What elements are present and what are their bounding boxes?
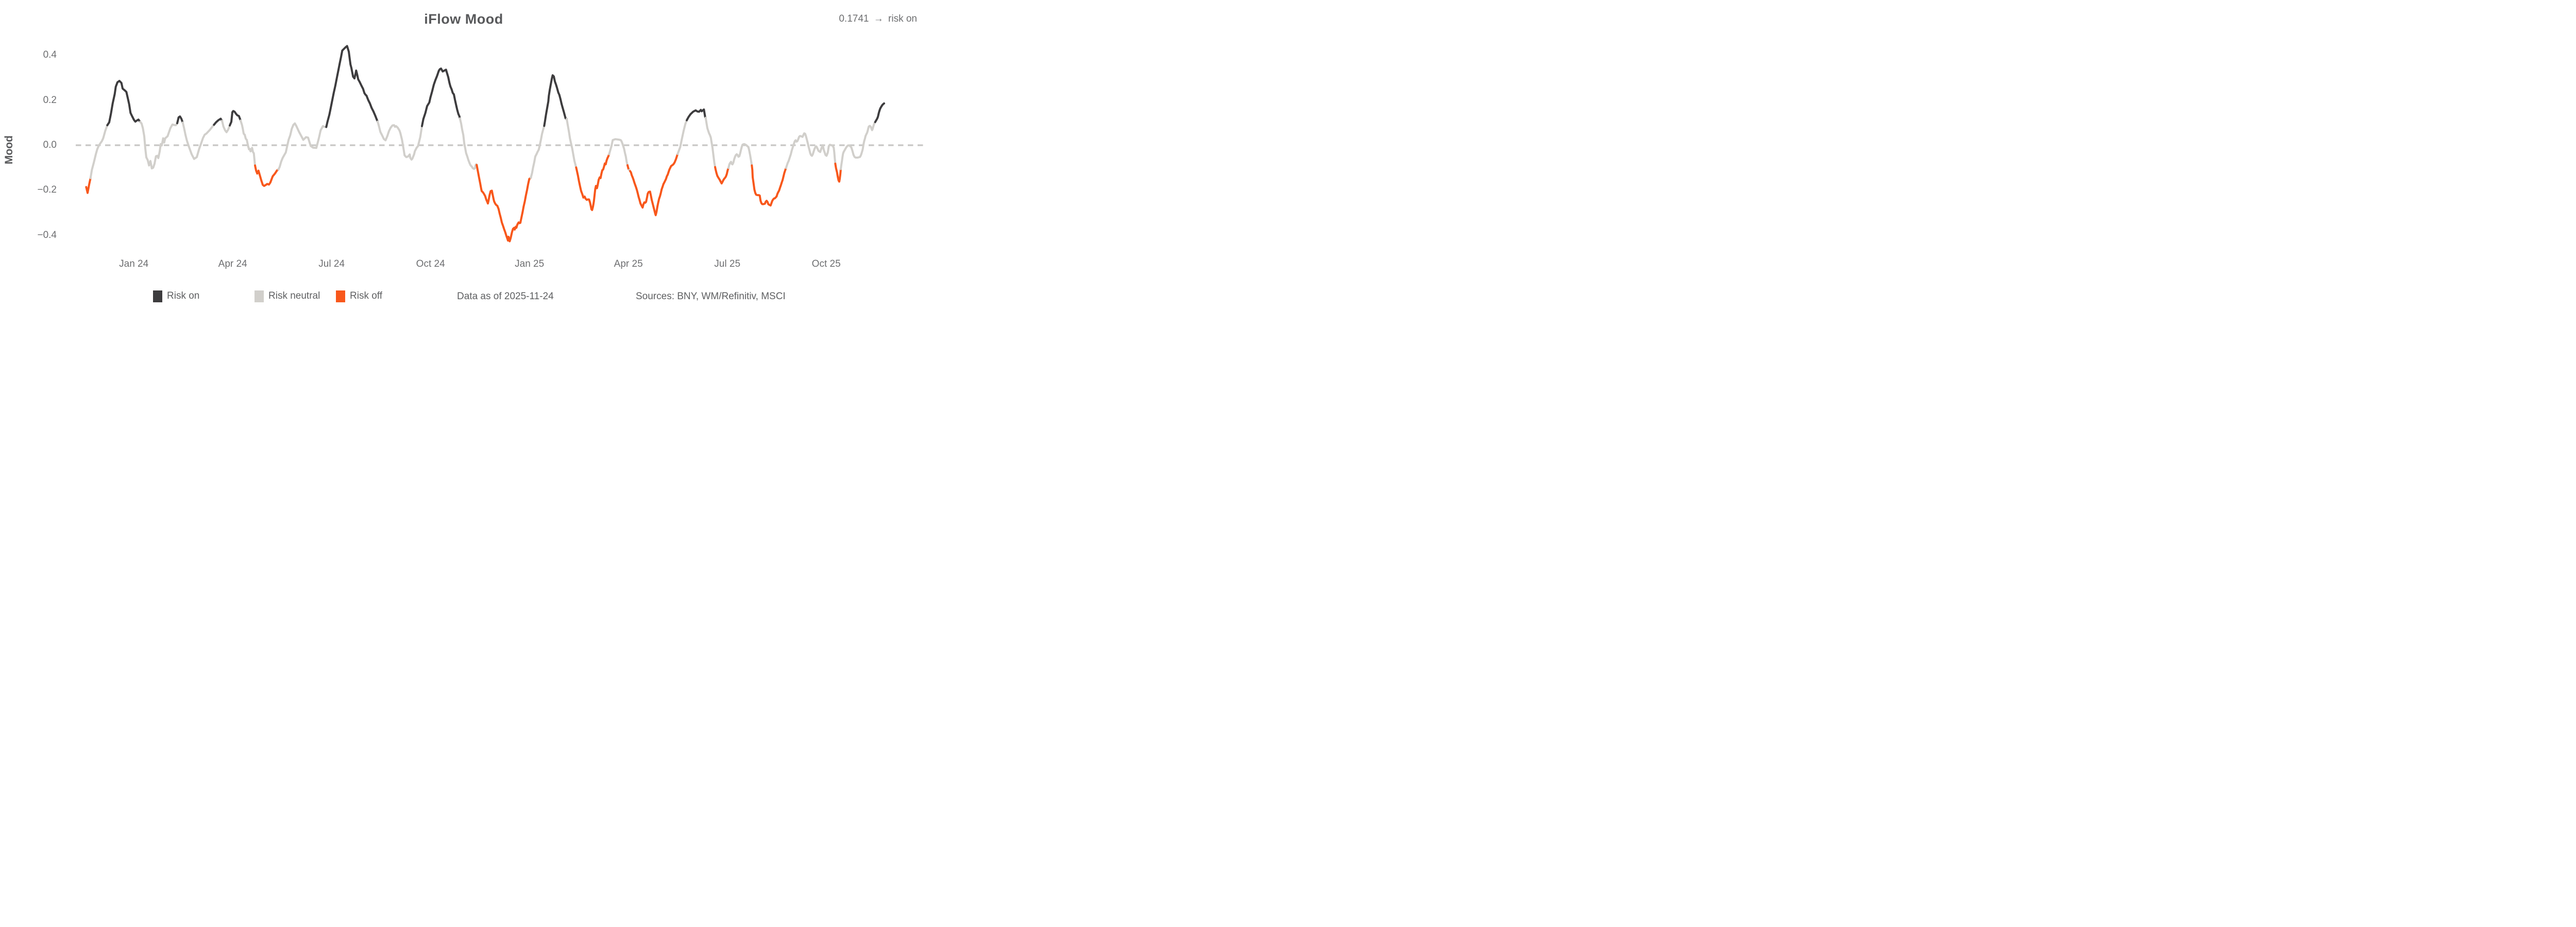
series-segment-risk-neutral xyxy=(459,117,478,170)
series-segment-risk-neutral xyxy=(566,117,578,169)
x-tick-jan-25: Jan 25 xyxy=(515,259,545,269)
mood-series xyxy=(85,45,885,243)
legend-item-risk-off: Risk off xyxy=(336,290,382,302)
series-segment-risk-off xyxy=(85,177,92,194)
series-segment-risk-off xyxy=(834,162,842,183)
series-segment-risk-off xyxy=(751,164,787,207)
series-segment-risk-neutral xyxy=(530,125,546,179)
series-segment-risk-on xyxy=(213,117,223,126)
page-title: iFlow Mood xyxy=(424,11,503,27)
x-tick-jul-24: Jul 24 xyxy=(318,259,345,269)
series-segment-risk-neutral xyxy=(277,122,328,171)
series-segment-risk-neutral xyxy=(181,121,215,160)
legend-item-risk-on: Risk on xyxy=(153,290,199,302)
legend-label: Risk on xyxy=(167,290,200,301)
x-tick-apr-24: Apr 24 xyxy=(218,259,247,269)
series-segment-risk-neutral xyxy=(221,119,231,133)
data-as-of-text: Data as of 2025-11-24 xyxy=(457,291,554,302)
x-tick-oct-25: Oct 25 xyxy=(811,259,841,269)
series-segment-risk-on xyxy=(325,45,379,128)
series-segment-risk-on xyxy=(686,108,707,122)
x-tick-apr-25: Apr 25 xyxy=(614,259,643,269)
series-segment-risk-off xyxy=(575,153,611,211)
y-axis-title: Mood xyxy=(3,135,15,164)
series-segment-risk-neutral xyxy=(676,119,688,155)
series-segment-risk-off xyxy=(476,164,532,243)
series-segment-risk-neutral xyxy=(840,121,876,170)
latest-value-annotation: 0.1741 → risk on xyxy=(838,13,918,25)
series-segment-risk-on xyxy=(229,110,242,127)
x-tick-oct-24: Oct 24 xyxy=(416,259,445,269)
series-segment-risk-on xyxy=(874,102,885,123)
y-tick-0.2: 0.2 xyxy=(43,94,57,106)
mood-line-chart xyxy=(76,45,925,243)
legend-label: Risk off xyxy=(350,290,383,301)
y-tick-0.0: 0.0 xyxy=(43,140,57,150)
y-tick-0.4: 0.4 xyxy=(43,49,57,61)
legend-label: Risk neutral xyxy=(268,290,320,301)
arrow-right-icon: → xyxy=(873,13,884,24)
series-segment-risk-neutral xyxy=(608,138,629,166)
series-segment-risk-off xyxy=(254,164,280,187)
x-tick-jan-24: Jan 24 xyxy=(119,259,149,269)
series-segment-risk-on xyxy=(106,80,141,127)
y-tick--0.4: −0.4 xyxy=(37,229,57,241)
legend-swatch-n xyxy=(255,290,264,302)
legend-item-risk-neutral: Risk neutral xyxy=(255,290,320,302)
x-tick-jul-25: Jul 25 xyxy=(714,259,741,269)
series-segment-risk-neutral xyxy=(704,116,716,168)
series-segment-risk-on xyxy=(176,115,184,125)
series-segment-risk-on xyxy=(421,67,461,127)
series-segment-risk-off xyxy=(629,153,679,216)
series-segment-risk-on xyxy=(543,74,568,127)
series-segment-risk-neutral xyxy=(785,132,837,169)
series-segment-risk-neutral xyxy=(240,119,256,167)
sources-text: Sources: BNY, WM/Refinitiv, MSCI xyxy=(636,291,786,302)
series-segment-risk-neutral xyxy=(139,121,178,169)
series-segment-risk-neutral xyxy=(377,121,423,161)
series-segment-risk-off xyxy=(714,166,730,185)
y-tick--0.2: −0.2 xyxy=(37,184,57,196)
legend-swatch-d xyxy=(153,290,162,302)
series-segment-risk-neutral xyxy=(89,124,109,179)
latest-regime-label: risk on xyxy=(888,13,917,24)
legend-swatch-o xyxy=(336,290,345,302)
series-segment-risk-neutral xyxy=(727,143,753,169)
latest-value: 0.1741 xyxy=(839,13,869,24)
